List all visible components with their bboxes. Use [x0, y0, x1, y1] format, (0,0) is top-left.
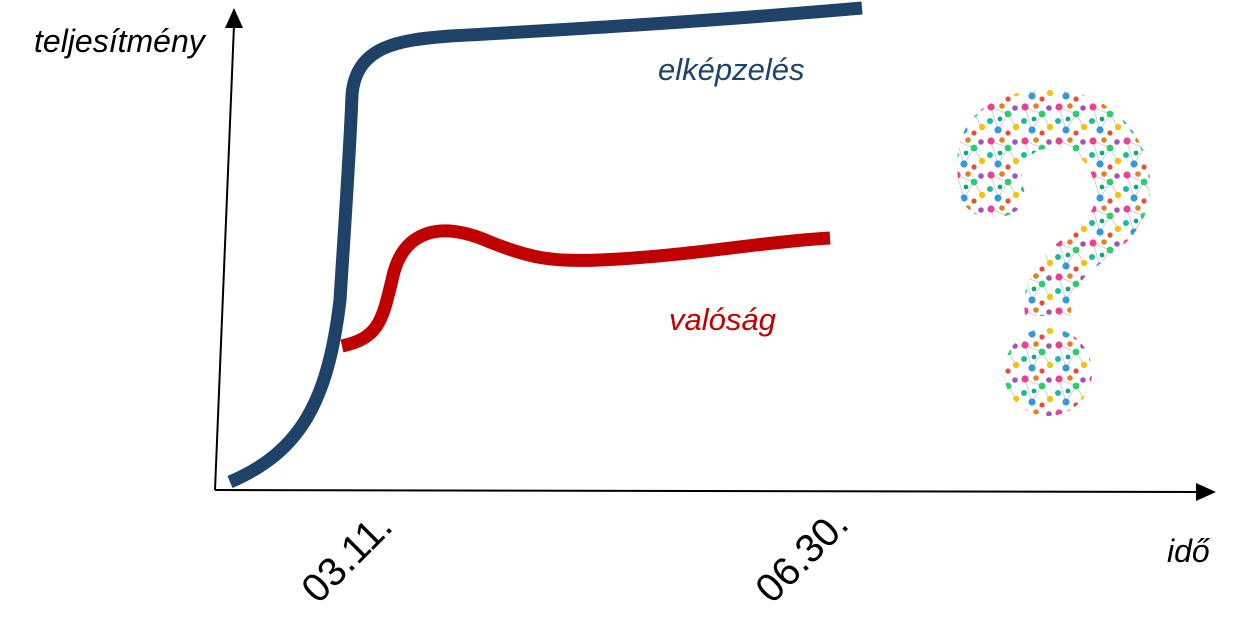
x-axis-line: [214, 489, 1199, 493]
y-axis-line: [214, 24, 235, 491]
question-mark-dot: [1004, 328, 1092, 416]
series-label-elkepzeles: elképzelés: [658, 52, 804, 87]
y-axis-arrowhead: [225, 8, 243, 28]
x-axis-label: idő: [1167, 533, 1211, 569]
series-line-elkepzeles: [227, 1, 863, 488]
axes: [214, 8, 1216, 501]
x-tick-label-0630: 06.30.: [747, 502, 857, 612]
x-axis-arrowhead: [1196, 483, 1216, 501]
question-mark-hook: [957, 89, 1151, 317]
series-label-valosag: valóság: [669, 302, 776, 337]
question-mark-icon: [957, 89, 1151, 416]
y-axis-label: teljesítmény: [34, 23, 207, 59]
series-line-valosag: [340, 224, 831, 353]
x-tick-label-0311: 03.11.: [293, 504, 401, 612]
